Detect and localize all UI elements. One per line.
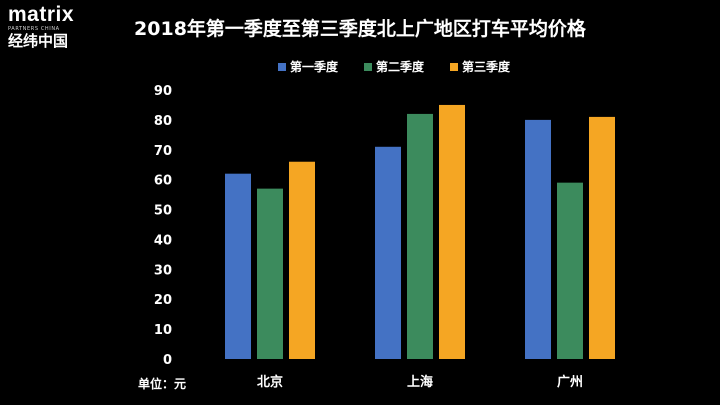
logo-chinese-name: 经纬中国	[8, 32, 69, 50]
y-tick-label: 20	[154, 293, 172, 308]
bar-3-1	[525, 119, 551, 359]
y-tick-label: 30	[154, 263, 172, 278]
y-tick-label: 0	[163, 353, 172, 368]
x-category-label: 北京	[257, 374, 283, 390]
x-category-label: 上海	[407, 374, 433, 390]
legend-swatch	[278, 63, 286, 71]
y-tick-label: 70	[154, 144, 172, 159]
y-tick-label: 40	[154, 233, 172, 248]
matrix-logo: matrix PARTNERS CHINA 经纬中国	[8, 4, 88, 50]
logo-wordmark: matrix	[8, 3, 75, 26]
y-tick-label: 60	[154, 174, 172, 189]
bar-1-3	[289, 161, 315, 359]
legend: 第一季度 第二季度 第三季度	[278, 59, 511, 74]
bar-3-3	[589, 116, 615, 360]
legend-swatch	[450, 63, 458, 71]
y-axis: 0 10 20 30 40 50 60 70 80 90	[154, 84, 172, 368]
legend-label: 第一季度	[290, 59, 339, 74]
bars	[225, 104, 615, 360]
y-tick-label: 50	[154, 204, 172, 219]
legend-label: 第三季度	[462, 59, 511, 74]
legend-swatch	[364, 63, 372, 71]
logo-subtitle: PARTNERS CHINA	[8, 26, 60, 32]
chart-title: 2018年第一季度至第三季度北上广地区打车平均价格	[134, 18, 586, 40]
legend-label: 第二季度	[376, 59, 425, 74]
bar-3-2	[557, 182, 583, 359]
bar-2-1	[375, 146, 401, 359]
y-tick-label: 80	[154, 114, 172, 129]
bar-1-1	[225, 173, 251, 359]
y-tick-label: 90	[154, 84, 172, 99]
unit-label: 单位：元	[138, 376, 186, 391]
bar-2-2	[407, 113, 433, 360]
x-axis: 北京 上海 广州	[257, 374, 583, 390]
bar-2-3	[439, 104, 465, 359]
y-tick-label: 10	[154, 323, 172, 338]
bar-1-2	[257, 188, 283, 359]
x-category-label: 广州	[557, 374, 583, 390]
